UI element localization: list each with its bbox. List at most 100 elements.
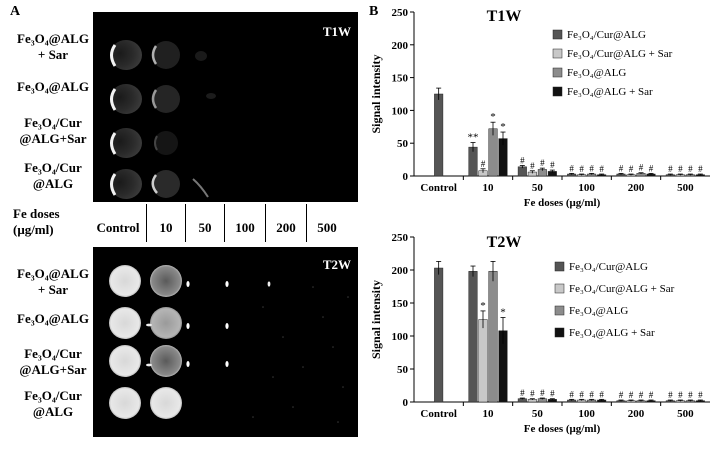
t1w-row-label-3-line1: Fe₃O₄/Cur [24, 115, 82, 130]
x-axis-label: Fe doses (μg/ml) [524, 197, 601, 209]
t1w-row-label-4-line2: @ALG [32, 176, 74, 191]
dose-label-500: 500 [317, 220, 337, 235]
t2w-mri-title: T2W [322, 257, 351, 272]
y-tick-label: 100 [392, 331, 409, 343]
significance-mark: # [530, 389, 535, 399]
significance-mark: # [540, 158, 545, 168]
legend-label: Fe₃O₄@ALG + Sar [569, 327, 655, 339]
x-tick-label: 500 [677, 182, 694, 194]
x-tick-label: 500 [677, 408, 694, 420]
dose-label-200: 200 [276, 220, 296, 235]
significance-mark: # [649, 163, 654, 173]
t1w-phantom-drawing [110, 40, 216, 199]
t2w-row-label-1-line1: Fe₃O₄@ALG [17, 266, 89, 281]
t1w-row-3 [110, 128, 178, 158]
x-tick-label: 10 [483, 182, 495, 194]
legend-label: Fe₃O₄@ALG [567, 67, 626, 79]
significance-mark: # [688, 164, 693, 174]
significance-mark: # [698, 164, 703, 174]
legend-swatch [552, 67, 563, 78]
significance-mark: # [668, 390, 673, 400]
panel-a-letter: A [10, 4, 21, 19]
bar [488, 271, 498, 403]
significance-mark: # [688, 390, 693, 400]
significance-mark: # [540, 388, 545, 398]
y-tick-label: 250 [392, 232, 409, 244]
bar [478, 319, 488, 403]
legend-label: Fe₃O₄@ALG [569, 305, 628, 317]
panel-b-letter: B [369, 4, 379, 19]
significance-mark: # [520, 388, 525, 398]
bar [488, 128, 498, 177]
t2w-row-label-1: Fe₃O₄@ALG + Sar [3, 266, 103, 298]
significance-mark: # [668, 164, 673, 174]
y-tick-label: 200 [392, 265, 409, 277]
t1w-row-label-4: Fe₃O₄/Cur @ALG [3, 160, 103, 192]
significance-mark: # [579, 389, 584, 399]
dose-axis-title: Fe doses (μg/ml) [13, 206, 60, 238]
legend-swatch [552, 86, 563, 97]
significance-mark: # [550, 160, 555, 170]
significance-mark: # [569, 389, 574, 399]
significance-mark: # [599, 389, 604, 399]
y-axis-label: Signal intensity [369, 280, 383, 359]
legend-swatch [554, 261, 565, 272]
legend-label: Fe₃O₄/Cur@ALG [569, 261, 648, 273]
dose-separator [265, 204, 266, 242]
y-tick-label: 150 [392, 73, 409, 85]
x-tick-label: 10 [483, 408, 495, 420]
significance-mark: # [649, 390, 654, 400]
bar [468, 271, 478, 403]
dose-label-10: 10 [159, 220, 173, 235]
t2w-row-label-4: Fe₃O₄/Cur @ALG [3, 388, 103, 420]
y-tick-label: 0 [403, 171, 409, 183]
dose-label-control: Control [96, 220, 140, 235]
significance-mark: # [639, 163, 644, 173]
y-tick-label: 50 [397, 364, 409, 376]
t1w-bar-chart: T1W 0 50 100 150 200 250 Signal intensity Contro… [369, 7, 710, 209]
significance-mark: # [678, 164, 683, 174]
t1w-mri-image: T1W [93, 12, 358, 202]
significance-mark: * [480, 300, 486, 312]
significance-mark: * [490, 111, 496, 123]
t1w-row-label-4-line1: Fe₃O₄/Cur [24, 160, 82, 175]
t1w-row-label-2-line1: Fe₃O₄@ALG [17, 79, 89, 94]
legend-swatch [552, 29, 563, 40]
significance-mark: # [589, 163, 594, 173]
legend-swatch [554, 305, 565, 316]
legend-swatch [554, 327, 565, 338]
significance-mark: # [629, 390, 634, 400]
significance-mark: # [698, 390, 703, 400]
legend-label: Fe₃O₄/Cur@ALG [567, 29, 646, 41]
t1w-row-label-2: Fe₃O₄@ALG [3, 79, 103, 95]
t2w-noise-speckle [252, 286, 349, 423]
y-tick-label: 50 [397, 138, 409, 150]
x-tick-label: 50 [532, 182, 544, 194]
t2w-mri-image: T2W [93, 247, 358, 437]
x-tick-label: 200 [628, 408, 645, 420]
t2w-row-3 [109, 345, 229, 377]
chart-title: T1W [487, 8, 522, 25]
x-tick-label: Control [420, 182, 456, 194]
y-tick-label: 150 [392, 298, 409, 310]
y-tick-label: 100 [392, 105, 409, 117]
significance-mark: * [500, 307, 506, 319]
significance-mark: * [500, 121, 506, 133]
legend-label: Fe₃O₄@ALG + Sar [567, 86, 653, 98]
significance-mark: # [550, 389, 555, 399]
significance-mark: # [619, 163, 624, 173]
dose-axis-title-line2: (μg/ml) [13, 222, 54, 237]
t2w-row-label-3-line1: Fe₃O₄/Cur [24, 346, 82, 361]
legend-swatch [554, 283, 565, 294]
t2w-row-1 [109, 265, 271, 297]
significance-mark: # [530, 161, 535, 171]
t1w-row-2 [110, 84, 216, 114]
t1w-row-1 [110, 40, 207, 70]
significance-mark: ** [468, 132, 479, 144]
t1w-mri-title: T1W [322, 24, 351, 39]
t2w-row-label-4-line1: Fe₃O₄/Cur [24, 388, 82, 403]
y-tick-label: 0 [403, 397, 409, 409]
significance-mark: # [481, 159, 486, 169]
t2w-phantom-drawing [109, 265, 349, 423]
x-tick-label: 200 [628, 182, 645, 194]
